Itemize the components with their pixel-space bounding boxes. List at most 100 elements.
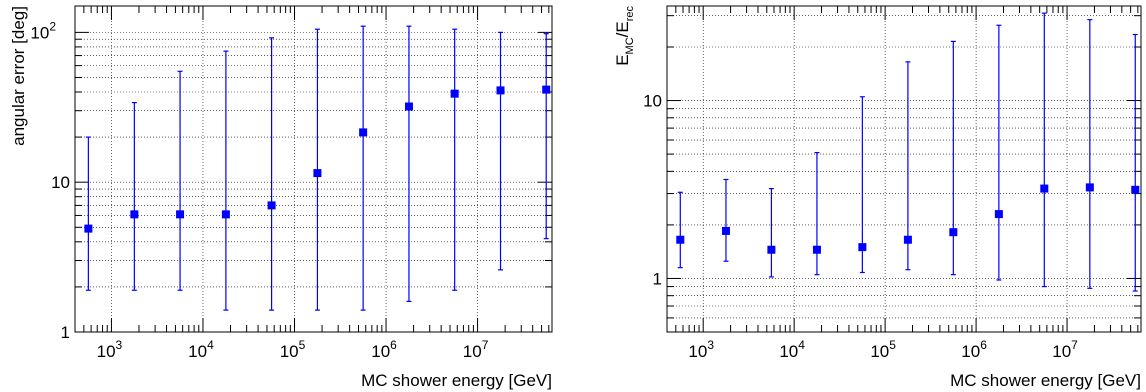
energy-ratio-points	[676, 12, 1140, 292]
angular-error-ticks	[74, 6, 552, 333]
ylabel-slash: /E	[613, 21, 632, 37]
y-tick-label: 102	[30, 19, 56, 42]
data-point	[176, 70, 185, 291]
x-tick-label-exponent: 3	[116, 338, 123, 352]
y-tick-label: 1	[653, 269, 662, 288]
y-tick-label-base: 10	[30, 23, 49, 42]
data-point	[130, 101, 139, 291]
x-tick-label: 106	[371, 338, 397, 361]
y-tick-label: 10	[51, 173, 70, 192]
data-point	[721, 178, 730, 262]
point-marker	[359, 128, 368, 137]
ylabel-sub2: rec	[624, 6, 636, 22]
point-marker	[858, 243, 867, 252]
x-tick-label-exponent: 4	[207, 338, 214, 352]
ylabel-sub1: MC	[624, 37, 636, 54]
data-point	[267, 37, 276, 311]
ylabel-e1: E	[613, 54, 632, 65]
point-marker	[1085, 183, 1094, 192]
data-point	[404, 25, 413, 303]
point-marker	[313, 169, 322, 178]
y-tick-label-base: 1	[653, 269, 662, 288]
x-tick-label-base: 10	[1052, 342, 1071, 361]
x-tick-label-base: 10	[371, 342, 390, 361]
energy-ratio-grid	[667, 6, 1141, 333]
x-tick-label: 107	[463, 338, 489, 361]
x-tick-label-exponent: 3	[707, 338, 714, 352]
angular-error-grid	[75, 6, 552, 333]
point-marker	[767, 245, 776, 254]
point-marker	[676, 235, 685, 244]
data-point	[496, 31, 505, 271]
data-point	[812, 151, 821, 276]
data-point	[767, 187, 776, 278]
data-point	[903, 61, 912, 271]
data-point	[1131, 33, 1140, 292]
y-tick-label-base: 1	[61, 323, 70, 342]
x-tick-label: 103	[97, 338, 123, 361]
x-tick-label-base: 10	[463, 342, 482, 361]
y-tick-label-exponent: 2	[49, 19, 56, 33]
x-tick-label-exponent: 7	[482, 338, 489, 352]
x-tick-label-base: 10	[688, 342, 707, 361]
x-tick-label: 106	[961, 338, 987, 361]
data-point	[949, 40, 958, 276]
y-tick-label-base: 10	[51, 173, 70, 192]
point-marker	[903, 235, 912, 244]
x-tick-label-base: 10	[97, 342, 116, 361]
angular-error-frame	[74, 5, 553, 333]
y-tick-label-base: 10	[643, 92, 662, 111]
data-point	[858, 96, 867, 274]
data-point	[450, 28, 459, 291]
x-tick-label: 104	[779, 338, 805, 361]
x-tick-label-exponent: 6	[980, 338, 987, 352]
data-point	[1040, 12, 1049, 288]
energy-ratio-y-axis-label: EMC/Erec	[613, 6, 636, 66]
x-tick-label-exponent: 5	[299, 338, 306, 352]
point-marker	[176, 210, 185, 219]
x-tick-label: 104	[188, 338, 214, 361]
point-marker	[450, 89, 459, 98]
data-point	[542, 33, 551, 240]
x-tick-label: 105	[870, 338, 896, 361]
point-marker	[130, 210, 139, 219]
point-marker	[267, 201, 276, 210]
point-marker	[949, 228, 958, 237]
x-tick-label-exponent: 5	[889, 338, 896, 352]
x-tick-label: 105	[280, 338, 306, 361]
energy-ratio-frame	[666, 5, 1142, 333]
x-tick-label: 103	[688, 338, 714, 361]
y-tick-label: 1	[61, 323, 70, 342]
data-point	[1085, 19, 1094, 289]
x-tick-label-exponent: 4	[798, 338, 805, 352]
angular-error-x-axis-label: MC shower energy [GeV]	[361, 371, 552, 390]
point-marker	[812, 245, 821, 254]
x-tick-label-exponent: 6	[390, 338, 397, 352]
point-marker	[1131, 185, 1140, 194]
x-tick-label-base: 10	[779, 342, 798, 361]
point-marker	[221, 210, 230, 219]
data-point	[994, 24, 1003, 281]
angular-error-y-axis-label: angular error [deg]	[9, 6, 28, 146]
energy-ratio-ticks	[666, 6, 1141, 333]
y-tick-label: 10	[643, 92, 662, 111]
point-marker	[994, 210, 1003, 219]
x-tick-label-base: 10	[961, 342, 980, 361]
x-tick-label-base: 10	[280, 342, 299, 361]
point-marker	[84, 224, 93, 233]
point-marker	[721, 226, 730, 235]
data-point	[221, 50, 230, 311]
x-tick-label-exponent: 7	[1071, 338, 1078, 352]
data-point	[676, 191, 685, 269]
data-point	[84, 136, 93, 291]
x-tick-label: 107	[1052, 338, 1078, 361]
x-tick-label-base: 10	[870, 342, 889, 361]
energy-ratio-x-axis-label: MC shower energy [GeV]	[950, 371, 1141, 390]
point-marker	[1040, 184, 1049, 193]
point-marker	[404, 102, 413, 111]
